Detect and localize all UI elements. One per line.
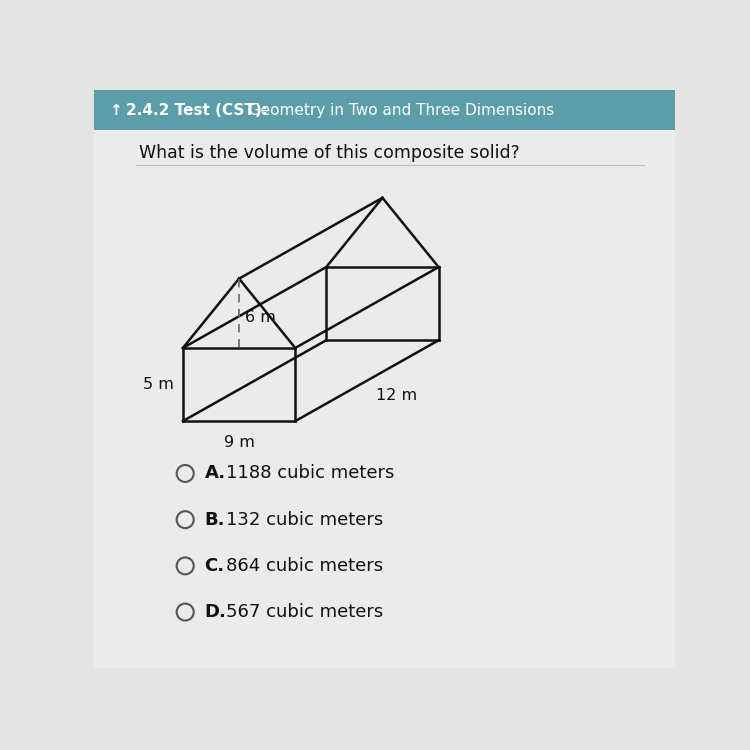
Text: B.: B. <box>205 511 225 529</box>
Text: C.: C. <box>205 556 225 574</box>
Text: 6 m: 6 m <box>245 310 276 325</box>
Text: 1188 cubic meters: 1188 cubic meters <box>226 464 394 482</box>
Text: What is the volume of this composite solid?: What is the volume of this composite sol… <box>139 144 520 162</box>
Text: A.: A. <box>205 464 226 482</box>
Text: 9 m: 9 m <box>224 435 254 450</box>
Text: 2.4.2 Test (CST):: 2.4.2 Test (CST): <box>126 103 268 118</box>
Text: 567 cubic meters: 567 cubic meters <box>226 603 382 621</box>
Text: Geometry in Two and Three Dimensions: Geometry in Two and Three Dimensions <box>239 103 555 118</box>
Text: ↑: ↑ <box>109 103 122 118</box>
Text: 132 cubic meters: 132 cubic meters <box>226 511 382 529</box>
FancyBboxPatch shape <box>94 130 675 668</box>
Text: 12 m: 12 m <box>376 388 417 404</box>
Text: D.: D. <box>205 603 226 621</box>
Text: 864 cubic meters: 864 cubic meters <box>226 556 382 574</box>
FancyBboxPatch shape <box>94 90 675 130</box>
Text: 5 m: 5 m <box>142 377 173 392</box>
